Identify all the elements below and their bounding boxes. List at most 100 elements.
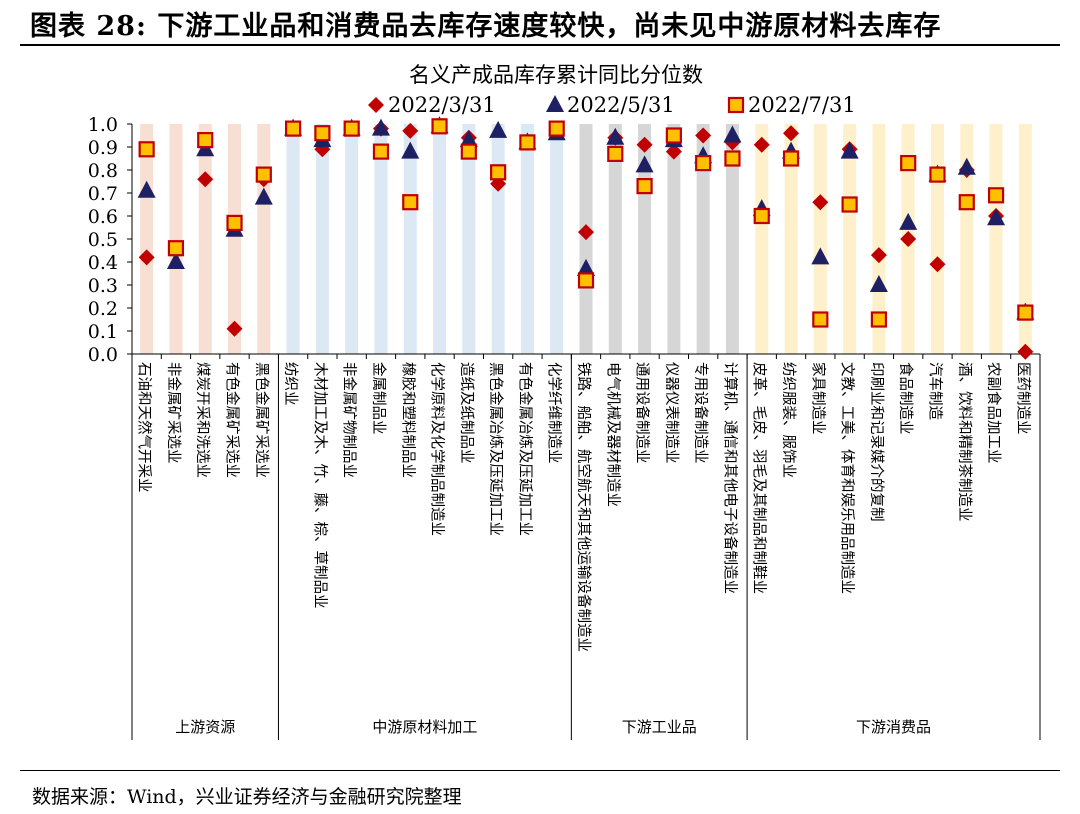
square-point [490, 164, 507, 181]
figure-title: 图表 28: 下游工业品和消费品去库存速度较快，尚未见中游原材料去库存 [30, 11, 942, 42]
x-category-label: 文教、工美、体育和娱乐用品制造业 [839, 362, 856, 594]
legend-label: 2022/7/31 [748, 93, 856, 117]
x-category-label: 化学纤维制造业 [546, 362, 563, 464]
x-category-label: 黑色金属矿采选业 [253, 362, 270, 478]
category-band [228, 124, 242, 354]
x-category-label: 专用设备制造业 [692, 362, 709, 464]
x-category-label: 皮革、毛皮、羽毛及其制品和制鞋业 [751, 362, 768, 594]
square-point [284, 120, 302, 137]
square-point [138, 141, 155, 158]
legend-label: 2022/3/31 [388, 93, 496, 117]
category-band [989, 124, 1003, 354]
y-tick-label: 0.8 [88, 160, 118, 182]
diamond-point [1017, 343, 1034, 360]
x-category-label: 非金属矿采选业 [165, 362, 182, 464]
category-band [403, 124, 417, 354]
series-square [138, 118, 1034, 328]
triangle-point [723, 125, 742, 143]
diamond-point [226, 320, 243, 337]
x-category-label: 非金属矿物制品业 [341, 362, 358, 478]
category-band [755, 124, 769, 354]
legend: 2022/3/31 2022/5/31 2022/7/31 [368, 93, 856, 117]
diamond-point [900, 231, 917, 247]
y-tick-label: 0.5 [88, 229, 118, 251]
category-band [491, 124, 505, 354]
triangle-point [577, 258, 595, 276]
y-tick-label: 0.2 [88, 298, 118, 320]
triangle-point [137, 180, 156, 198]
x-category-label: 造纸及纸制品业 [458, 362, 475, 464]
title-rule [20, 44, 1060, 46]
square-point [900, 155, 917, 172]
diamond-point [636, 136, 653, 153]
category-band [550, 124, 564, 354]
category-band [843, 124, 857, 354]
triangle-point [957, 157, 976, 175]
legend-marker-diamond [368, 97, 384, 113]
x-category-label: 食品制造业 [897, 362, 914, 435]
diamond-point [402, 122, 419, 139]
triangle-point [606, 127, 625, 145]
category-band [608, 124, 622, 354]
group-labels: 上游资源 中游原材料加工 下游工业品 下游消费品 [131, 354, 1041, 740]
square-point [782, 150, 800, 167]
triangle-point [401, 141, 420, 159]
triangle-point [987, 208, 1006, 226]
square-point [987, 187, 1005, 204]
square-point [724, 150, 741, 167]
square-point [167, 240, 185, 257]
x-category-label: 农副食品加工业 [985, 362, 1002, 464]
square-point [607, 145, 624, 162]
square-point [197, 132, 214, 149]
x-category-label: 化学原料及化学制品制造业 [429, 362, 446, 536]
category-band [930, 124, 944, 354]
triangle-point [899, 212, 918, 230]
category-band [667, 124, 681, 354]
square-point [870, 311, 888, 328]
legend-label: 2022/5/31 [567, 93, 675, 117]
group-label: 上游资源 [175, 718, 235, 736]
diamond-point [578, 224, 594, 241]
x-category-label: 酒、饮料和精制茶制造业 [956, 362, 973, 522]
y-tick-label: 0.7 [88, 183, 118, 205]
x-category-label: 金属制品业 [370, 362, 387, 435]
y-tick-label: 1.0 [88, 114, 118, 136]
category-band [696, 124, 710, 354]
square-point [519, 134, 536, 151]
square-point [665, 127, 682, 144]
diamond-point [753, 136, 770, 153]
square-point [929, 166, 946, 183]
square-point [343, 120, 360, 137]
square-point [958, 194, 975, 211]
square-point [753, 207, 770, 225]
x-category-label: 通用设备制造业 [634, 362, 651, 464]
category-band [520, 124, 534, 354]
chart: 名义产成品库存累计同比分位数 2022/3/31 2022/5/31 2022/7/… [88, 63, 1041, 740]
category-band [725, 124, 739, 354]
square-point [431, 118, 448, 135]
y-tick-label: 0.4 [88, 252, 118, 274]
triangle-point [869, 275, 888, 292]
square-point [372, 143, 390, 160]
x-category-label: 有色金属矿采选业 [224, 362, 241, 478]
triangle-point [840, 141, 859, 159]
x-category-label: 黑色金属冶炼及压延加工业 [487, 362, 504, 536]
triangle-point [371, 118, 390, 136]
square-point [577, 272, 595, 289]
square-point [255, 166, 272, 183]
category-band [813, 124, 827, 354]
triangle-point [459, 130, 478, 148]
x-category-label: 橡胶和塑料制品业 [399, 362, 416, 478]
category-band [1018, 124, 1032, 354]
x-category-label: 印刷业和记录媒介的复制 [868, 362, 886, 522]
x-category-label: 铁路、船舶、航空航天和其他运输设备制造业 [575, 362, 592, 652]
x-category-label: 电气机械及器材制造业 [604, 362, 621, 507]
diamond-point [783, 125, 800, 142]
chart-title: 名义产成品库存累计同比分位数 [409, 63, 703, 87]
x-category-label: 纺织业 [282, 362, 299, 406]
category-band [257, 124, 271, 354]
x-category-label: 有色金属冶炼及压延加工业 [516, 362, 533, 536]
square-point [636, 178, 653, 195]
group-label: 下游工业品 [622, 718, 697, 736]
legend-marker-triangle [546, 95, 564, 112]
